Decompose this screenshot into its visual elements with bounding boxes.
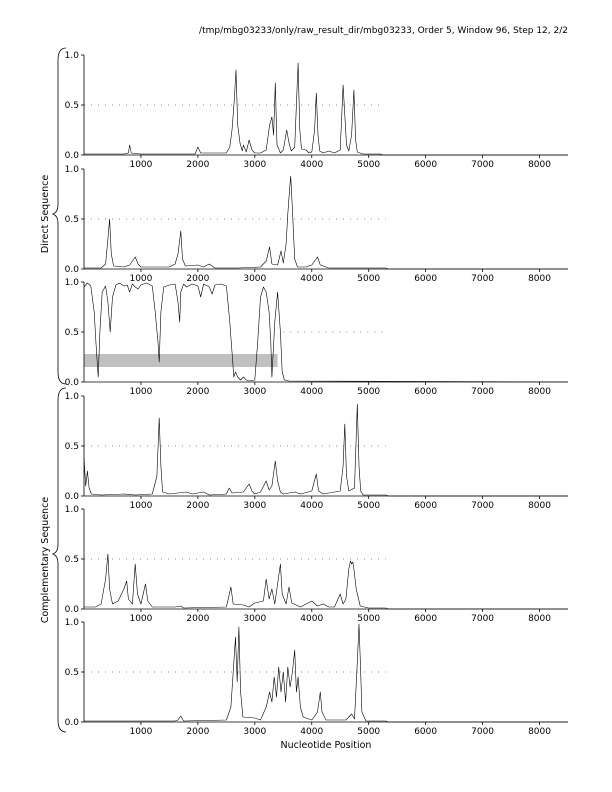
panel-2-series-line [84,175,568,270]
panel-2-x-tick-label: 3000 [243,274,266,284]
panel-1-x-tick-label: 5000 [357,160,380,170]
panel-5-series-line [84,553,568,610]
panel-3: 0.0 0.5 1.0 1000 2000 3000 4000 5000 6000 7000 800… [65,278,569,397]
panel-1-x-tick-label: 3000 [243,160,266,170]
direct-group-brace [51,47,67,385]
panel-6-x-tick-label: 6000 [414,727,437,737]
panel-4-x-tick-label: 8000 [528,501,551,511]
panel-2-x-tick-label: 8000 [528,274,551,284]
complementary-group-brace [51,387,67,733]
panel-3-x-tick-label: 7000 [471,387,494,397]
panel-2: 0.0 0.5 1.0 1000 2000 3000 4000 5000 6000 7000 800… [65,165,568,284]
panel-6-y-tick-label: 0.0 [65,718,80,728]
panel-2-x-tick-label: 2000 [186,274,209,284]
panel-5: 0.0 0.5 1.0 1000 2000 3000 4000 5000 6000 7000 800… [65,505,568,624]
panel-4-x-tick-label: 6000 [414,501,437,511]
panel-5-x-tick-label: 5000 [357,614,380,624]
panel-1-x-tick-label: 8000 [528,160,551,170]
panel-5-y-tick-label: 0.0 [65,605,80,615]
panel-1-y-tick-label: 0.0 [65,151,80,161]
panel-5-x-tick-label: 4000 [300,614,323,624]
panel-4-x-tick-label: 2000 [186,501,209,511]
panel-5-y-tick-label: 1.0 [65,505,80,515]
panel-1: 0.0 0.5 1.0 1000 2000 3000 4000 5000 6000 7000 800… [65,51,568,170]
panel-2-x-tick-label: 1000 [129,274,152,284]
panel-2-x-tick-label: 4000 [300,274,323,284]
panel-4-y-tick-label: 0.5 [65,442,79,452]
panel-4-x-tick-label: 4000 [300,501,323,511]
panel-3-x-tick-label: 8000 [528,387,551,397]
panel-3-series-line [83,282,569,383]
panel-6-x-tick-label: 7000 [471,727,494,737]
panel-6-x-tick-label: 3000 [243,727,266,737]
panel-4-x-tick-label: 3000 [243,501,266,511]
panel-2-y-tick-label: 0.5 [65,215,79,225]
panel-3-x-tick-label: 2000 [186,387,209,397]
panel-2-y-tick-label: 1.0 [65,165,80,175]
panel-6-x-tick-label: 4000 [300,727,323,737]
panel-4-y-tick-label: 0.0 [65,492,80,502]
panel-5-y-tick-label: 0.5 [65,555,79,565]
panel-1-x-tick-label: 6000 [414,160,437,170]
panel-4: 0.0 0.5 1.0 1000 2000 3000 4000 5000 6000 7000 800… [65,392,568,511]
panel-2-x-tick-label: 6000 [414,274,437,284]
panel-6-y-tick-label: 1.0 [65,618,80,628]
panel-2-y-tick-label: 0.0 [65,265,80,275]
panel-2-x-tick-label: 7000 [471,274,494,284]
labels-layer: Direct Sequence Complementary Sequence N… [40,47,372,751]
panel-3-y-tick-label: 1.0 [65,278,80,288]
direct-sequence-label: Direct Sequence [40,175,51,253]
panel-5-x-tick-label: 3000 [243,614,266,624]
panel-6-x-tick-label: 8000 [528,727,551,737]
panel-3-shaded-band [84,354,278,367]
panel-6-x-tick-label: 2000 [186,727,209,737]
panel-3-x-tick-label: 1000 [129,387,152,397]
panel-4-series-line [83,403,568,497]
panel-1-x-tick-label: 4000 [300,160,323,170]
panel-1-x-tick-label: 2000 [186,160,209,170]
panel-5-x-tick-label: 7000 [471,614,494,624]
panel-1-x-tick-label: 7000 [471,160,494,170]
panel-1-series-line [84,62,568,156]
panel-6: 0.0 0.5 1.0 1000 2000 3000 4000 5000 6000 7000 800… [65,618,568,737]
panel-5-x-tick-label: 8000 [528,614,551,624]
complementary-sequence-label: Complementary Sequence [40,497,51,623]
page-title: /tmp/mbg03233/only/raw_result_dir/mbg032… [199,26,568,36]
panel-6-y-tick-label: 0.5 [65,668,79,678]
panel-5-x-tick-label: 1000 [129,614,152,624]
panel-4-x-tick-label: 5000 [357,501,380,511]
panel-6-series-line [84,623,568,723]
panel-3-y-tick-label: 0.0 [65,378,80,388]
panel-1-y-tick-label: 1.0 [65,51,80,61]
panel-6-x-tick-label: 5000 [357,727,380,737]
panel-3-y-tick-label: 0.5 [65,328,79,338]
panel-6-x-tick-label: 1000 [129,727,152,737]
panels-layer: 0.0 0.5 1.0 1000 2000 3000 4000 5000 6000 7000 800… [65,51,569,737]
panel-1-y-tick-label: 0.5 [65,101,79,111]
panel-3-x-tick-label: 3000 [243,387,266,397]
panel-3-x-tick-label: 4000 [300,387,323,397]
panel-5-x-tick-label: 6000 [414,614,437,624]
panel-4-x-tick-label: 1000 [129,501,152,511]
panel-5-x-tick-label: 2000 [186,614,209,624]
panel-1-x-tick-label: 1000 [129,160,152,170]
panel-3-x-tick-label: 6000 [414,387,437,397]
panel-4-x-tick-label: 7000 [471,501,494,511]
panel-4-y-tick-label: 1.0 [65,392,80,402]
panel-2-x-tick-label: 5000 [357,274,380,284]
x-axis-label: Nucleotide Position [281,740,372,751]
panel-3-x-tick-label: 5000 [357,387,380,397]
